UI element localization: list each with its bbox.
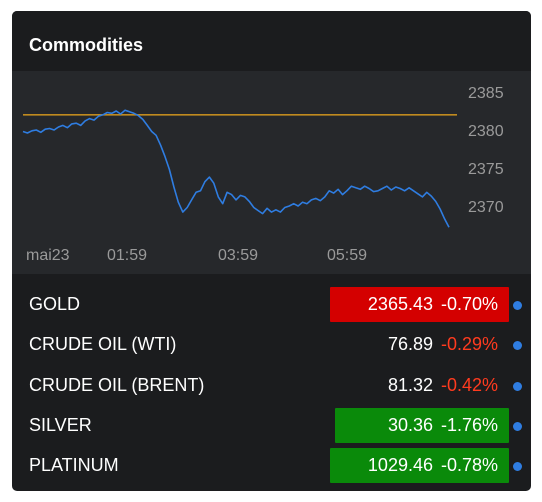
status-dot-icon <box>513 301 522 310</box>
commodity-row[interactable]: CRUDE OIL (WTI) 76.89 -0.29% <box>12 325 531 365</box>
y-tick-label: 2375 <box>468 161 504 178</box>
x-tick-label: 05:59 <box>327 247 367 264</box>
commodity-name: CRUDE OIL (BRENT) <box>29 375 205 395</box>
commodity-price: 76.89 <box>387 334 433 354</box>
commodity-price: 1029.46 <box>367 455 433 475</box>
commodity-row[interactable]: CRUDE OIL (BRENT) 81.32 -0.42% <box>12 366 531 406</box>
x-tick-label: 03:59 <box>218 247 258 264</box>
commodity-name: CRUDE OIL (WTI) <box>29 334 177 354</box>
price-chart[interactable]: 2385 2380 2375 2370 mai23 01:59 03:59 05:59 <box>12 71 531 274</box>
commodity-row[interactable]: SILVER 30.36 -1.76% <box>12 406 531 446</box>
commodity-price: 30.36 <box>387 415 433 435</box>
commodity-name: SILVER <box>29 415 92 435</box>
price-highlight <box>330 287 509 322</box>
price-highlight <box>330 448 509 483</box>
status-dot-icon <box>513 341 522 350</box>
y-tick-label: 2370 <box>468 199 504 216</box>
commodity-change: -0.29% <box>440 334 498 354</box>
commodity-name: GOLD <box>29 294 81 314</box>
commodities-widget: Commodities 2385 2380 2375 2370 mai23 01:59 03… <box>12 11 531 491</box>
status-dot-icon <box>513 462 522 471</box>
status-dot-icon <box>513 382 522 391</box>
commodity-name: PLATINUM <box>29 455 119 475</box>
x-tick-label: 01:59 <box>107 247 147 264</box>
price-highlight <box>335 408 509 443</box>
commodity-change: -0.42% <box>440 375 498 395</box>
widget-title: Commodities <box>29 35 144 55</box>
commodity-change: -0.70% <box>440 294 498 314</box>
commodity-change: -0.78% <box>440 455 498 475</box>
commodity-row[interactable]: PLATINUM 1029.46 -0.78% <box>12 446 531 486</box>
x-tick-label: mai23 <box>26 247 70 264</box>
y-tick-label: 2385 <box>468 85 504 102</box>
y-tick-label: 2380 <box>468 123 504 140</box>
status-dot-icon <box>513 422 522 431</box>
widget-header: Commodities <box>12 11 531 71</box>
price-line <box>22 109 450 228</box>
commodity-price: 2365.43 <box>367 294 433 314</box>
chart-svg: 2385 2380 2375 2370 mai23 01:59 03:59 05:59 <box>22 85 504 264</box>
commodity-price: 81.32 <box>387 375 433 395</box>
commodity-row[interactable]: GOLD 2365.43 -0.70% <box>12 285 531 325</box>
commodity-change: -1.76% <box>440 415 498 435</box>
